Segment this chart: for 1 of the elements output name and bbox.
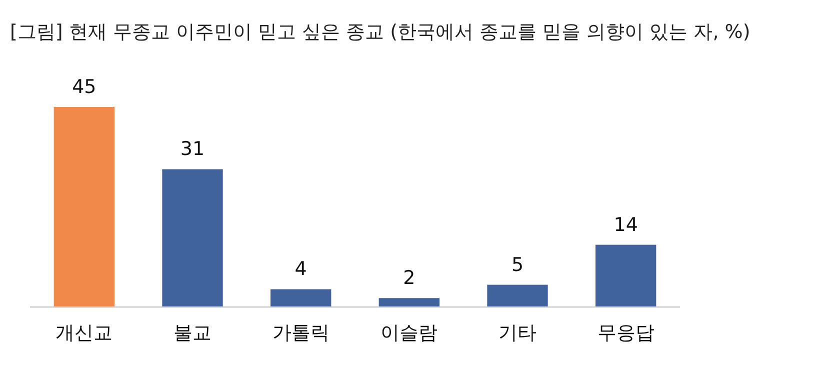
title: [그림] 현재 무종교 이주민이 믿고 싶은 종교 (한국에서 종교를 믿을 의향이 있는 자, %) bbox=[10, 21, 750, 43]
